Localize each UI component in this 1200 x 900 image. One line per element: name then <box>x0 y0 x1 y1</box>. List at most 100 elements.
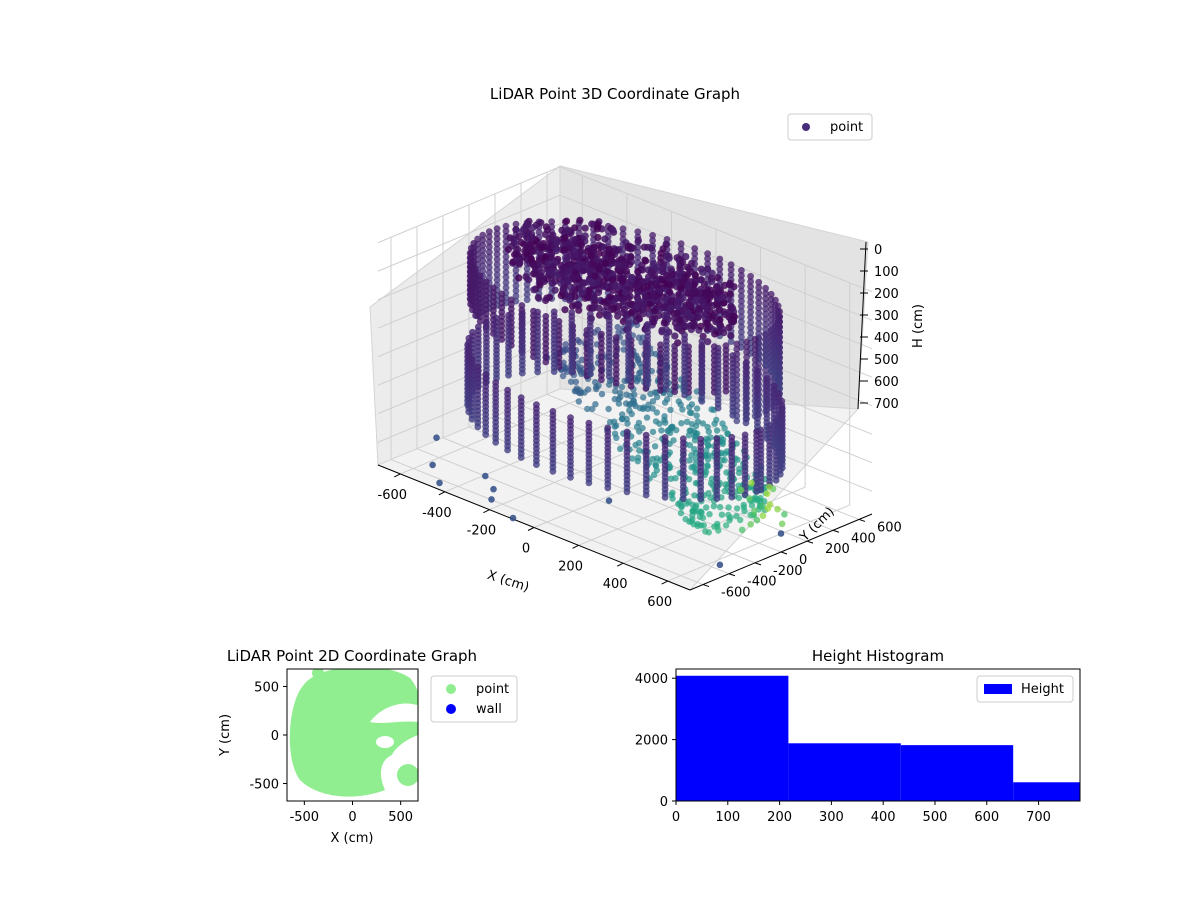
3d-point-cloud <box>429 216 788 569</box>
scatter-point <box>579 267 587 275</box>
scatter-point <box>658 427 665 434</box>
scatter-point <box>672 475 679 482</box>
scatter-point <box>611 281 619 289</box>
scatter-point <box>614 312 622 320</box>
scatter-point <box>485 233 493 241</box>
scatter-point <box>479 236 487 244</box>
scatter-point <box>615 400 623 407</box>
scatter-point <box>596 311 604 319</box>
3d-z-axis-label: H (cm) <box>911 304 926 348</box>
scatter-point <box>685 476 693 483</box>
scatter-point <box>592 401 599 408</box>
scatter-point <box>577 241 586 249</box>
scatter-point <box>523 265 531 273</box>
scatter-point <box>762 295 769 302</box>
scatter-point <box>704 250 711 257</box>
scatter-point <box>617 255 625 263</box>
scatter-point <box>578 356 585 363</box>
scatter-point <box>649 398 657 405</box>
scatter-point <box>762 367 769 374</box>
scatter-point <box>697 495 705 503</box>
scatter-point <box>613 434 620 441</box>
scatter-point <box>660 319 668 327</box>
scatter-point <box>653 409 660 416</box>
scatter-point <box>713 427 721 434</box>
scatter-point <box>738 526 746 534</box>
scatter-point <box>575 388 582 396</box>
scatter-point <box>767 352 775 360</box>
scatter-point <box>762 361 769 369</box>
scatter-point <box>572 378 580 386</box>
scatter-point <box>776 385 783 392</box>
scatter-point <box>624 244 632 252</box>
scatter-point <box>634 254 642 261</box>
y-tick-mark <box>702 584 710 588</box>
scatter-point <box>674 303 682 311</box>
scatter-point <box>632 441 639 449</box>
x-tick-mark <box>394 473 401 478</box>
scatter-point <box>601 235 609 243</box>
scatter-point <box>762 341 769 349</box>
2d-plot-area <box>289 669 418 797</box>
scatter-point <box>661 280 669 288</box>
scatter-point <box>643 414 651 421</box>
scatter-point <box>474 235 481 243</box>
scatter-point <box>639 424 646 432</box>
scatter-point <box>733 345 741 353</box>
histogram-x-tick-label: 100 <box>715 810 740 825</box>
scatter-point <box>529 223 537 232</box>
scatter-point <box>505 371 512 379</box>
histogram-x-tick-label: 600 <box>974 810 999 825</box>
scatter-point <box>502 284 510 291</box>
2d-point-cloud-region <box>289 669 418 797</box>
scatter-point <box>679 406 686 413</box>
scatter-point <box>544 259 552 267</box>
scatter-point <box>733 512 740 520</box>
scatter-point <box>720 299 728 307</box>
scatter-point <box>748 502 756 509</box>
scatter-point <box>710 503 718 510</box>
scatter-point <box>669 271 677 279</box>
scatter-point <box>635 334 643 341</box>
scatter-point <box>634 228 642 236</box>
scatter-point <box>755 325 763 332</box>
scatter-point <box>765 483 773 491</box>
scatter-point <box>715 527 722 534</box>
histogram-y-tick-label: 2000 <box>635 734 668 749</box>
histogram-axes-frame <box>675 668 1081 802</box>
scatter-point <box>656 420 663 427</box>
scatter-point <box>559 264 567 272</box>
scatter-point <box>619 415 626 423</box>
scatter-point <box>652 350 659 358</box>
scatter-point <box>609 226 617 234</box>
chart-2d: LiDAR Point 2D Coordinate Graph -500 0 500… <box>218 647 518 846</box>
scatter-point <box>682 253 690 261</box>
2d-y-axis-label: Y (cm) <box>218 714 233 757</box>
scatter-point <box>570 257 578 265</box>
scatter-point <box>550 368 558 375</box>
scatter-point <box>649 237 656 244</box>
histogram-bar <box>788 743 901 801</box>
scatter-point <box>542 358 550 366</box>
2d-x-axis-label: X (cm) <box>331 831 374 846</box>
scatter-point <box>502 227 510 235</box>
y-axis-line <box>689 513 873 591</box>
scatter-point <box>743 353 750 361</box>
scatter-point <box>704 463 711 470</box>
scatter-point <box>588 259 596 267</box>
scatter-point <box>738 318 745 326</box>
scatter-point <box>608 276 616 284</box>
scatter-point <box>512 220 520 228</box>
scatter-point <box>493 240 501 248</box>
scatter-point <box>636 447 643 454</box>
scatter-point <box>743 343 750 351</box>
scatter-point <box>767 306 775 314</box>
scatter-point <box>661 493 669 501</box>
scatter-point <box>667 424 674 432</box>
scatter-point <box>727 271 735 279</box>
scatter-point <box>738 308 745 315</box>
scatter-point <box>493 266 501 273</box>
scatter-point <box>586 370 594 378</box>
scatter-point <box>627 308 635 317</box>
2d-legend-label-wall: wall <box>476 702 502 717</box>
